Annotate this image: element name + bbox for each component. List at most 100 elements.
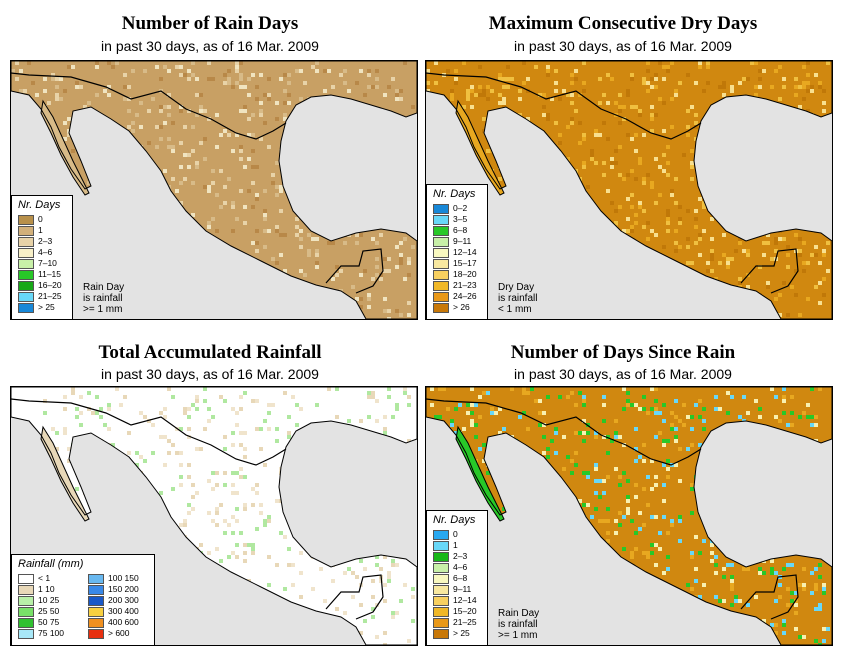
legend-label: 400 600 [108, 617, 139, 627]
legend-label: 50 75 [38, 617, 60, 627]
legend-label: 9–11 [453, 584, 472, 594]
legend-label: 12–14 [453, 595, 477, 605]
legend-label: 21–23 [453, 280, 477, 290]
panel-title: Number of Days Since Rain [510, 342, 736, 363]
us-mexico-border [426, 72, 702, 140]
map-note-line: Dry Day [498, 282, 535, 293]
legend-swatch [433, 585, 449, 595]
legend-swatch [433, 303, 449, 313]
panel-subtitle: in past 30 days, as of 16 Mar. 2009 [514, 366, 732, 382]
coastline [426, 61, 832, 319]
legend-swatch [88, 596, 104, 606]
us-mexico-border [11, 72, 287, 140]
coastline [11, 61, 417, 319]
legend-label: 1 10 [38, 584, 55, 594]
legend-swatch [18, 292, 34, 302]
map-note-line: is rainfall [83, 293, 123, 304]
map-note-line: < 1 mm [498, 304, 532, 315]
legend-swatch [433, 226, 449, 236]
panel-title: Number of Rain Days [121, 13, 299, 34]
baja-peninsula [455, 425, 505, 522]
map-note-line: is rainfall [498, 619, 538, 630]
panel-title: Maximum Consecutive Dry Days [488, 13, 758, 34]
us-mexico-border [426, 398, 702, 466]
legend-swatch [18, 574, 34, 584]
legend: Nr. Days 0 1 2–3 4–6 7–10 11–15 16–20 21–25 > 25 [11, 195, 73, 319]
legend-label: < 1 [38, 573, 51, 583]
panel-subtitle: in past 30 days, as of 16 Mar. 2009 [101, 366, 319, 382]
legend-label: 4–6 [38, 247, 53, 257]
days-since-rain-map: Nr. Days 0 1 2–3 4–6 6–8 9–11 12–14 15–20 21–25 > … [425, 386, 833, 646]
legend-swatch [18, 596, 34, 606]
legend-swatch [88, 618, 104, 628]
legend-label: > 600 [108, 628, 130, 638]
legend-swatch [433, 629, 449, 639]
legend-swatch [433, 574, 449, 584]
legend-swatch [433, 270, 449, 280]
legend: Nr. Days 0–2 3–5 6–8 9–11 12–14 15–17 18–20 21–2… [426, 184, 488, 319]
legend-swatch [433, 281, 449, 291]
legend-swatch [433, 204, 449, 214]
legend-label: 24–26 [453, 291, 477, 301]
legend-title: Nr. Days [18, 199, 61, 211]
legend-swatch [88, 574, 104, 584]
legend-label: 25 50 [38, 606, 60, 616]
legend-label: 9–11 [453, 236, 472, 246]
legend-swatch [18, 303, 34, 313]
legend-label: 75 100 [38, 628, 64, 638]
legend-label: 12–14 [453, 247, 477, 257]
map-note-line: is rainfall [498, 293, 538, 304]
guatemala-border [325, 574, 384, 620]
baja-peninsula [40, 99, 90, 196]
legend-swatch [88, 629, 104, 639]
legend-swatch [433, 530, 449, 540]
legend-swatch [433, 596, 449, 606]
legend-swatch [88, 585, 104, 595]
legend-swatch [18, 237, 34, 247]
legend-label: 150 200 [108, 584, 139, 594]
baja-peninsula [455, 99, 505, 196]
legend-label: 11–15 [38, 269, 62, 279]
legend-label: 4–6 [453, 562, 468, 572]
legend-label: > 25 [453, 628, 470, 638]
map-canvas [426, 61, 832, 319]
legend-swatch [18, 618, 34, 628]
coastline [426, 387, 832, 645]
rain-days-map: Nr. Days 0 1 2–3 4–6 7–10 11–15 16–20 21–25 > 25 R… [10, 60, 418, 320]
coastline [11, 387, 417, 645]
legend-swatch [18, 259, 34, 269]
map-note: Dry Day is rainfall < 1 mm [498, 282, 537, 315]
legend-swatch [18, 248, 34, 258]
legend-swatch [18, 215, 34, 225]
legend-label: 18–20 [453, 269, 477, 279]
legend-label: 15–17 [453, 258, 477, 268]
legend-label: 6–8 [453, 225, 468, 235]
legend-swatch [18, 585, 34, 595]
legend-label: 1 [38, 225, 43, 235]
legend-swatch [433, 563, 449, 573]
legend-swatch [433, 607, 449, 617]
legend-label: 10 25 [38, 595, 60, 605]
legend-label: > 26 [453, 302, 470, 312]
legend-label: 3–5 [453, 214, 468, 224]
guatemala-border [740, 248, 799, 294]
legend-swatch [18, 226, 34, 236]
map-note: Rain Day is rainfall >= 1 mm [498, 608, 539, 641]
legend-title: Rainfall (mm) [18, 558, 84, 570]
panel-subtitle: in past 30 days, as of 16 Mar. 2009 [514, 38, 732, 54]
legend-title: Nr. Days [433, 514, 476, 526]
panel-subtitle: in past 30 days, as of 16 Mar. 2009 [101, 38, 319, 54]
us-mexico-border [11, 398, 287, 466]
legend-label: 0 [38, 214, 43, 224]
legend-swatch [433, 292, 449, 302]
legend-swatch [18, 629, 34, 639]
legend-swatch [433, 237, 449, 247]
guatemala-border [740, 574, 799, 620]
baja-peninsula [40, 425, 90, 522]
guatemala-border [325, 248, 384, 294]
legend-label: 200 300 [108, 595, 139, 605]
legend-label: 7–10 [38, 258, 57, 268]
legend-swatch [433, 618, 449, 628]
